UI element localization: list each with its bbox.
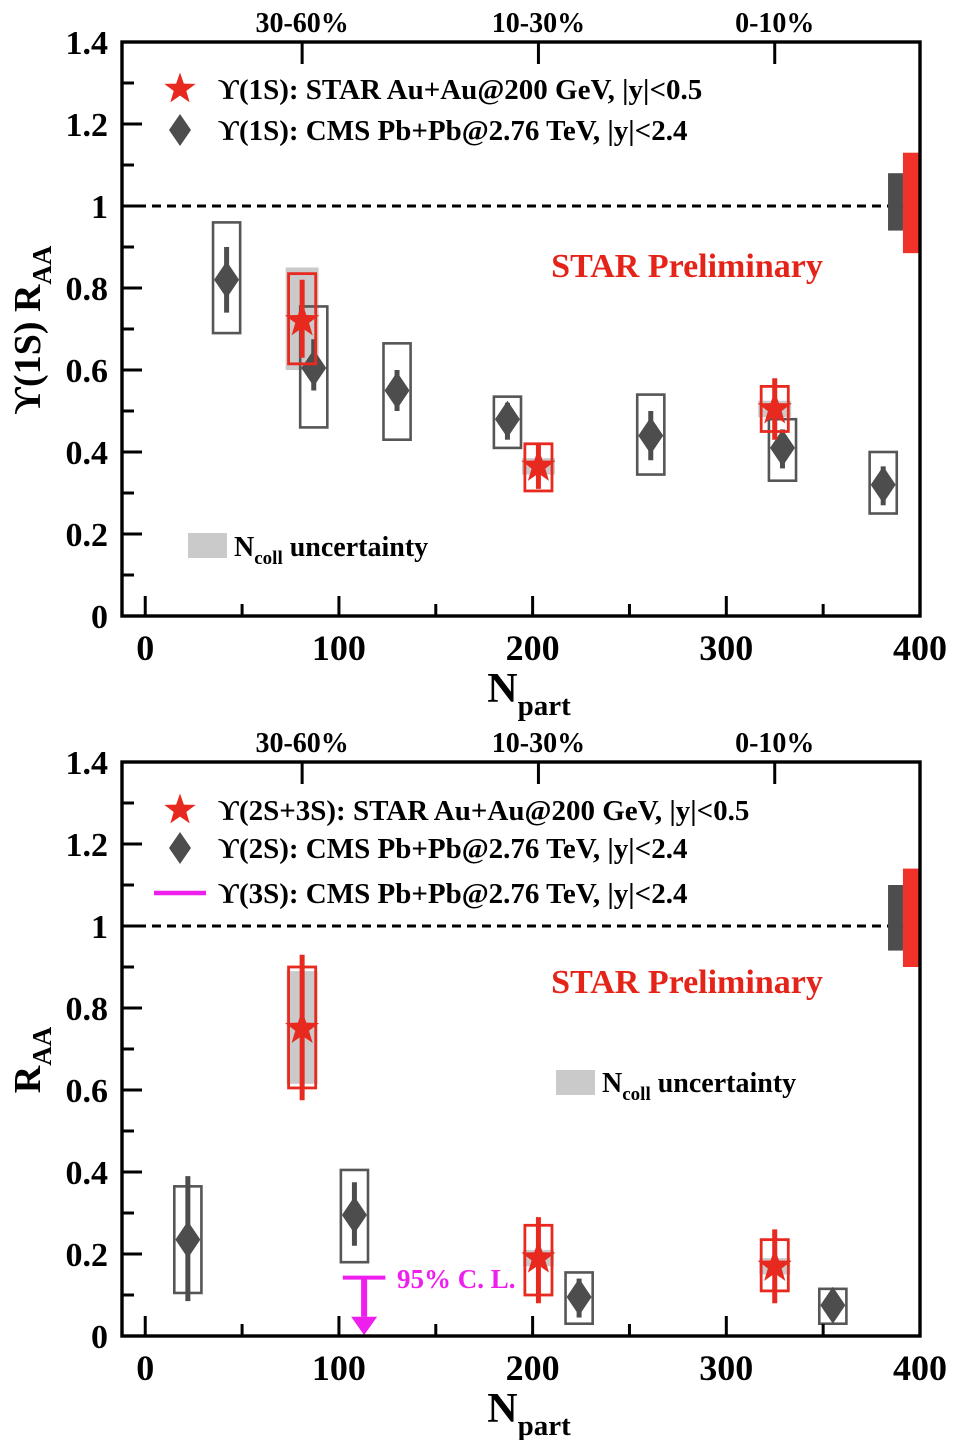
x-tick-label: 200 <box>506 628 560 668</box>
cms-syst-box <box>492 395 523 450</box>
star-marker <box>285 1010 320 1044</box>
cms-diamond-marker <box>870 466 896 504</box>
cms-diamond-marker <box>820 1286 846 1324</box>
cms-syst-box <box>382 342 412 442</box>
cms-diamond-marker <box>175 1221 201 1259</box>
centrality-label: 30-60% <box>255 728 348 759</box>
y-tick-label: 1.4 <box>66 745 109 782</box>
y-tick-label: 0.8 <box>66 271 109 308</box>
cms-diamond-marker <box>494 400 520 438</box>
y-tick-label: 1.2 <box>66 827 109 864</box>
global-uncertainty-box <box>902 152 920 254</box>
y-tick-label: 0.8 <box>66 991 109 1028</box>
star-marker <box>757 1248 792 1281</box>
y-tick-label: 0.2 <box>66 517 109 554</box>
ncoll-uncertainty-legend: Ncoll uncertainty <box>556 1068 796 1105</box>
y-tick-label: 0.6 <box>66 353 109 390</box>
cms-syst-box <box>211 221 242 335</box>
y-tick-label: 0 <box>91 1319 108 1356</box>
legend-label: ϒ(1S): CMS Pb+Pb@2.76 TeV, |y|<2.4 <box>218 115 687 147</box>
global-uncertainty-box <box>902 868 920 967</box>
ncoll-label: Ncoll uncertainty <box>602 1068 796 1105</box>
cms-diamond-marker <box>384 372 410 409</box>
preliminary-watermark: STAR Preliminary <box>551 248 823 285</box>
legend-diamond-marker <box>169 832 191 864</box>
legend-label: ϒ(1S): STAR Au+Au@200 GeV, |y|<0.5 <box>218 74 702 106</box>
x-tick-label: 0 <box>136 1348 154 1388</box>
cms-diamond-marker <box>214 261 240 299</box>
preliminary-watermark: STAR Preliminary <box>551 964 823 1001</box>
ncoll-label: Ncoll uncertainty <box>234 532 428 569</box>
y-tick-label: 0.2 <box>66 1237 109 1274</box>
y-tick-label: 1.2 <box>66 107 109 144</box>
y-tick-label: 1 <box>91 189 108 226</box>
upper-limit-arrowhead <box>351 1316 378 1336</box>
cms-syst-box <box>339 1168 370 1264</box>
upper-limit-label: 95% C. L. <box>397 1264 516 1294</box>
cms-syst-box <box>298 305 329 429</box>
legend-star-marker <box>164 793 196 824</box>
y-tick-label: 0.6 <box>66 1073 109 1110</box>
star-marker <box>521 448 556 481</box>
y-tick-label: 0.4 <box>66 1155 109 1192</box>
star-marker <box>757 390 792 424</box>
centrality-label: 0-10% <box>735 8 814 39</box>
legend-label: ϒ(3S): CMS Pb+Pb@2.76 TeV, |y|<2.4 <box>218 878 687 910</box>
cms-diamond-marker <box>566 1278 592 1316</box>
cms-diamond-marker <box>301 349 327 387</box>
panel-upsilon1s: 0 100 200 300 400 0 0.2 0.4 0.6 0.8 1 1.2 1.4 30-60% 1… <box>7 8 947 722</box>
panel-upsilon2s3s: 95% C. L. 0 100 200 300 400 0 0.2 0.4 0.6 0.8 1 1.2 1… <box>7 728 947 1442</box>
global-uncertainty-box <box>888 173 903 231</box>
legend: ϒ(2S+3S): STAR Au+Au@200 GeV, |y|<0.5 ϒ(2… <box>154 793 749 910</box>
y-tick-label: 1.4 <box>66 25 109 62</box>
cms-syst-box <box>564 1271 594 1326</box>
centrality-label: 30-60% <box>255 8 348 39</box>
legend-label: ϒ(2S+3S): STAR Au+Au@200 GeV, |y|<0.5 <box>218 795 749 827</box>
x-tick-label: 300 <box>699 628 753 668</box>
upper-limit-arrow: 95% C. L. <box>342 1264 516 1336</box>
x-tick-label: 400 <box>893 628 947 668</box>
centrality-label: 0-10% <box>735 728 814 759</box>
cms-diamond-marker <box>638 417 664 455</box>
global-uncertainty-box <box>888 885 903 951</box>
x-tick-label: 100 <box>312 1348 366 1388</box>
star-marker <box>521 1240 556 1273</box>
y-axis-title: RAA <box>7 1026 57 1093</box>
y-axis-title: ϒ(1S) RAA <box>7 245 57 414</box>
y-tick-label: 0.4 <box>66 435 109 472</box>
y-tick-label: 1 <box>91 909 108 946</box>
cms-diamond-marker <box>341 1196 367 1234</box>
star-marker <box>285 302 320 336</box>
ncoll-swatch <box>556 1070 595 1095</box>
y-tick-label: 0 <box>91 599 108 636</box>
legend: ϒ(1S): STAR Au+Au@200 GeV, |y|<0.5 ϒ(1S):… <box>164 72 702 147</box>
x-tick-label: 400 <box>893 1348 947 1388</box>
legend-diamond-marker <box>169 114 191 146</box>
x-axis-title: Npart <box>487 1386 571 1440</box>
ncoll-uncertainty-legend: Ncoll uncertainty <box>188 532 428 569</box>
x-tick-label: 300 <box>699 1348 753 1388</box>
cms-syst-box <box>635 393 666 476</box>
x-tick-label: 200 <box>506 1348 560 1388</box>
x-tick-label: 100 <box>312 628 366 668</box>
ncoll-swatch <box>188 533 227 558</box>
legend-label: ϒ(2S): CMS Pb+Pb@2.76 TeV, |y|<2.4 <box>218 833 687 865</box>
x-tick-label: 0 <box>136 628 154 668</box>
x-axis-title: Npart <box>487 666 571 722</box>
centrality-label: 10-30% <box>492 8 585 39</box>
centrality-label: 10-30% <box>492 728 585 759</box>
legend-star-marker <box>164 72 196 103</box>
star-syst-box <box>287 272 318 366</box>
cms-syst-box <box>868 450 899 515</box>
